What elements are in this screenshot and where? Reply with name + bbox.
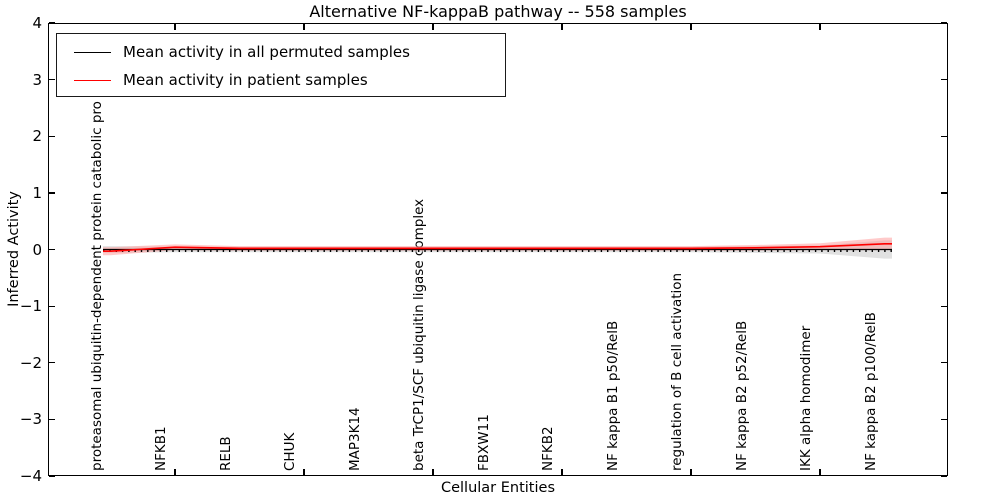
y-tick-mark xyxy=(49,22,55,24)
y-tick-mark xyxy=(940,79,947,81)
y-tick-mark xyxy=(49,305,55,307)
y-tick-label: 3 xyxy=(32,70,42,89)
x-tick-mark xyxy=(303,24,305,30)
y-tick-mark xyxy=(49,79,55,81)
y-tick-label: 2 xyxy=(32,127,42,146)
y-tick-mark xyxy=(49,475,55,477)
y-tick-label: −3 xyxy=(19,410,42,429)
plot-lines xyxy=(103,237,892,259)
y-tick-mark xyxy=(940,192,947,194)
y-tick-mark xyxy=(940,305,947,307)
x-tick-mark xyxy=(174,24,176,30)
legend-item: Mean activity in patient samples xyxy=(57,66,505,94)
legend-line-sample-permuted xyxy=(74,51,111,53)
x-tick-mark xyxy=(303,468,305,475)
y-tick-mark xyxy=(940,362,947,364)
x-tick-mark xyxy=(690,24,692,30)
chart-title: Alternative NF-kappaB pathway -- 558 sam… xyxy=(309,2,687,21)
y-tick-label: −1 xyxy=(19,297,42,316)
y-tick-mark xyxy=(49,362,55,364)
x-tick-mark xyxy=(819,468,821,475)
y-tick-mark xyxy=(940,248,947,251)
y-tick-label: −2 xyxy=(19,353,42,372)
y-tick-mark xyxy=(49,192,55,194)
x-axis-title: Cellular Entities xyxy=(440,480,556,496)
y-tick-label: 0 xyxy=(32,240,42,259)
legend-item-label: Mean activity in all permuted samples xyxy=(123,43,410,61)
y-tick-mark xyxy=(49,135,55,137)
x-tick-mark xyxy=(561,24,563,30)
y-tick-mark xyxy=(49,248,55,251)
y-tick-mark xyxy=(49,418,55,421)
y-tick-mark xyxy=(940,418,947,421)
patient-mean-line xyxy=(103,242,892,253)
x-tick-mark xyxy=(819,24,821,30)
y-tick-mark xyxy=(940,22,947,24)
x-tick-mark xyxy=(690,468,692,475)
legend-item: Mean activity in all permuted samples xyxy=(57,38,505,66)
y-tick-mark xyxy=(940,135,947,137)
x-tick-mark xyxy=(432,468,434,475)
y-tick-mark xyxy=(940,475,947,477)
legend: Mean activity in all permuted samples Mea… xyxy=(56,33,506,97)
y-tick-label: 4 xyxy=(32,14,42,32)
y-axis-title: Inferred Activity xyxy=(6,191,22,307)
x-tick-mark xyxy=(432,24,434,30)
y-tick-label: −4 xyxy=(19,467,42,485)
y-tick-label: 1 xyxy=(32,183,42,202)
x-tick-mark xyxy=(174,468,176,475)
legend-line-sample-patient xyxy=(74,79,111,81)
series-band xyxy=(103,237,892,256)
legend-item-label: Mean activity in patient samples xyxy=(123,71,368,89)
x-tick-mark xyxy=(561,468,563,475)
